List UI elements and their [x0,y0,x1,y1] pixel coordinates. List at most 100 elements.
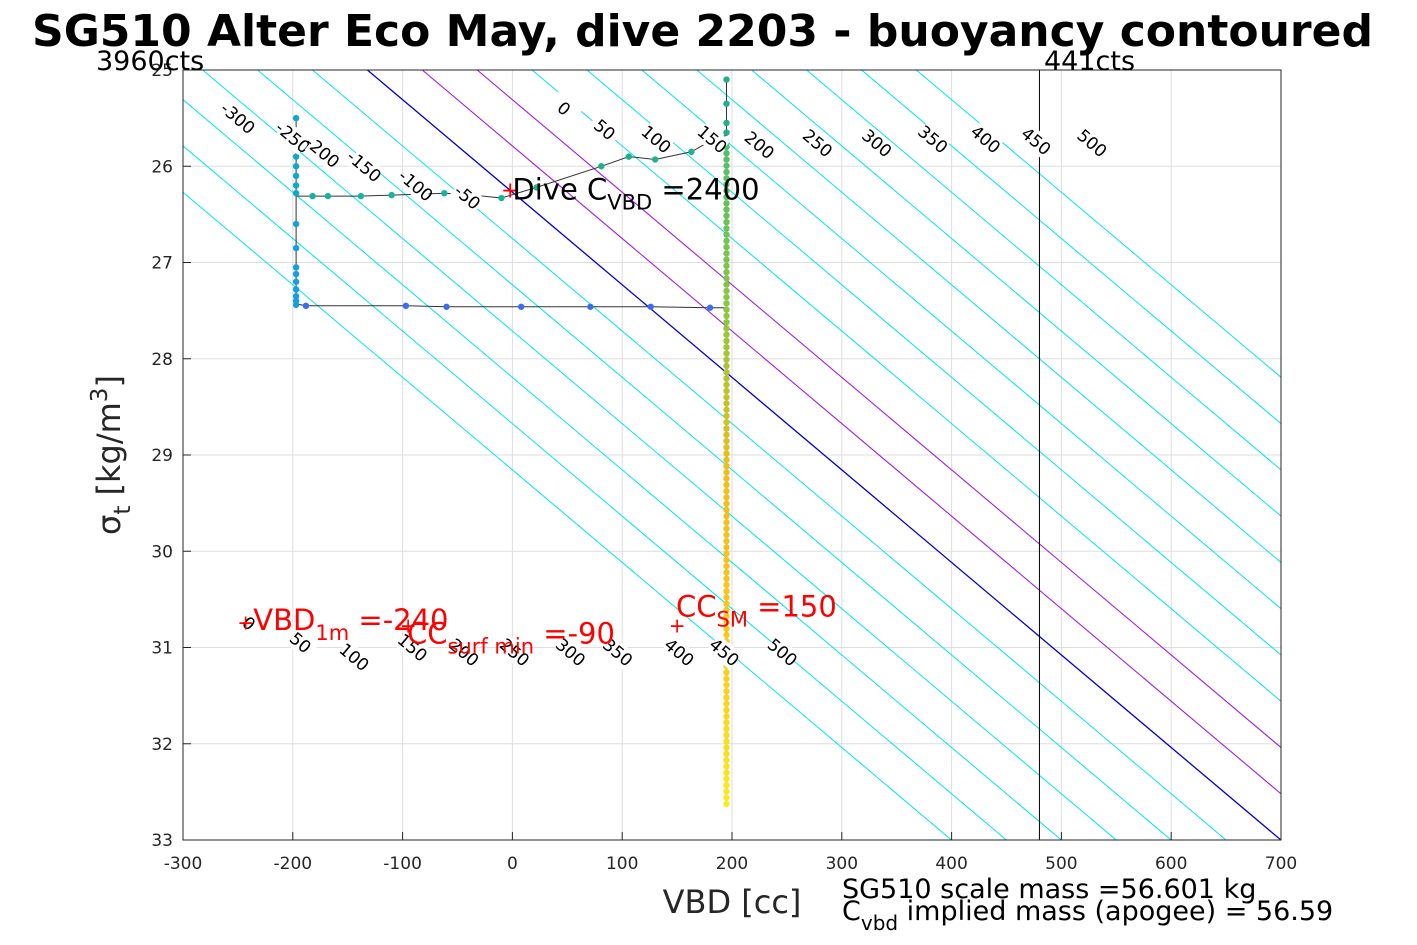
ascent-point [723,218,730,226]
ascent-point [723,287,730,295]
contour-label: -150 [342,147,384,187]
contour-label-bg [397,168,434,203]
ascent-point [723,481,730,489]
contour-line [202,70,1117,840]
ascent-point [723,187,730,194]
ascent-point [723,631,730,639]
ascent-point [723,375,730,382]
ascent-point [723,450,730,457]
dive-cvbd-label: Dive CVBD =2400 [512,172,759,214]
y-tick-label: 32 [151,735,173,755]
contour-line [586,70,1281,656]
contour-label-bg [274,120,311,155]
contour-line [916,70,1281,378]
contour-label-bg [282,625,319,661]
contour-label: 500 [763,635,801,671]
ascent-point [723,556,730,564]
y-ticks: 25 26 27 28 29 30 31 32 33 [151,61,191,851]
contour-label-bg [496,634,533,670]
data-point [723,119,730,127]
y-axis-label: σt [kg/m3] [87,375,136,535]
ascent-point [723,293,730,301]
ascent-point [723,356,730,363]
data-point [292,163,300,170]
ascent-point [723,581,730,589]
ascent-point [723,406,730,413]
ascent-point [723,688,730,695]
ascent-point [723,731,730,739]
contour-label: 450 [705,635,743,671]
contour-line [366,70,1281,840]
contour-label-bg [799,125,836,161]
contour-label-bg [706,634,743,670]
ascent-point [723,794,730,801]
x-tick-label: -200 [274,854,313,874]
ascent-point [723,381,730,388]
data-point [324,192,332,200]
contour-label-bg [967,121,1004,157]
contour-line [696,70,1281,564]
ascent-point [723,525,730,532]
data-point [688,148,695,156]
x-tick-label: 300 [826,854,858,874]
x-tick-label: 600 [1155,854,1187,874]
ascent-point [723,537,730,545]
contour-label-bg [546,91,582,126]
ascent-point [723,437,730,445]
annotation-label: CCSM =150 [676,590,837,632]
contour-line [861,70,1281,425]
ascent-point [723,625,730,632]
ascent-point [723,675,730,682]
ascent-point [723,256,730,263]
ascent-point [723,156,730,163]
x-tick-label: 500 [1045,854,1077,874]
data-point [723,76,730,83]
annotation-marker: + [237,610,254,634]
ascent-point [723,475,730,482]
data-point [292,286,300,293]
y-axis-label-sup: 3 [87,388,113,403]
ascent-point [723,312,730,320]
contour-label-bg [219,100,256,136]
ascent-point [723,756,730,764]
data-point [292,292,300,300]
x-ticks: -300 -200 -100 0 100 200 300 400 500 600 700 [164,832,1297,874]
ascent-point [723,344,730,351]
ascent-point [723,150,730,157]
chart-title: SG510 Alter Eco May, dive 2203 - buoyanc… [32,6,1373,57]
ascent-point [723,306,730,313]
data-point [292,172,300,180]
contour-label-bg [1074,125,1111,161]
data-point [533,184,540,191]
ascent-point [723,243,730,251]
ascent-point [723,613,730,620]
ascent-point [723,500,730,507]
contour-label-bg [1018,123,1055,159]
ascent-point [723,168,730,176]
ascent-point [723,519,730,526]
contour-label-bg [661,634,698,670]
contour-label-bg [304,134,341,170]
ascent-point [723,706,730,714]
ascent-point [723,494,730,501]
ascent-point [723,325,730,332]
contour-line [531,70,1281,702]
ascent-point [723,744,730,751]
contour-label-bg [336,639,373,675]
x-tick-label: 400 [935,854,967,874]
data-point [292,301,300,309]
ascent-point [723,619,730,626]
data-point [309,192,316,200]
x-tick-label: -100 [383,854,422,874]
ascent-point [723,387,730,395]
ascent-point [723,700,730,708]
ascent-point [723,750,730,758]
ascent-point [723,425,730,432]
y-tick-label: 25 [151,61,173,81]
ascent-point [723,394,730,401]
annotation-marker: + [669,613,686,637]
ascent-point [723,181,730,188]
contour-lines [183,70,1281,840]
ascent-point [723,487,730,495]
annotation-label: VBD1m =-240 [253,603,448,645]
